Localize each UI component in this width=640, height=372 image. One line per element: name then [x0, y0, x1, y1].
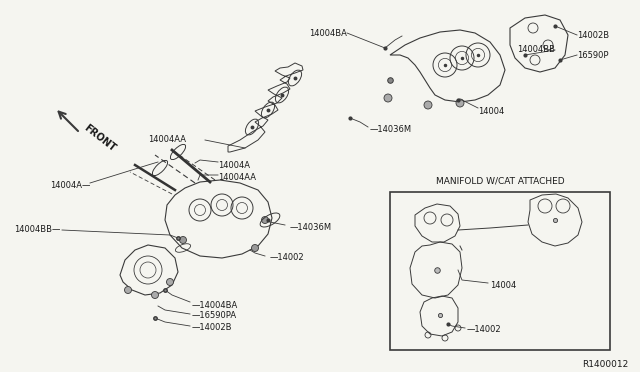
Text: 14004A: 14004A [218, 160, 250, 170]
Text: 14004: 14004 [478, 108, 504, 116]
Circle shape [252, 244, 259, 251]
Text: 14004BA: 14004BA [309, 29, 347, 38]
Text: —16590PA: —16590PA [192, 311, 237, 321]
Circle shape [152, 292, 159, 298]
Circle shape [179, 237, 186, 244]
Circle shape [125, 286, 131, 294]
Text: 14004BB: 14004BB [517, 45, 555, 55]
Circle shape [424, 101, 432, 109]
Circle shape [166, 279, 173, 285]
Text: —14036M: —14036M [370, 125, 412, 135]
Text: —14002: —14002 [467, 326, 502, 334]
Text: 14004AA: 14004AA [148, 135, 186, 144]
Text: 14004: 14004 [490, 280, 516, 289]
Text: 14004A—: 14004A— [50, 180, 90, 189]
Text: R1400012: R1400012 [582, 360, 628, 369]
Circle shape [384, 94, 392, 102]
Text: MANIFOLD W/CAT ATTACHED: MANIFOLD W/CAT ATTACHED [436, 177, 564, 186]
Text: 14004BB—: 14004BB— [13, 225, 60, 234]
Text: 16590P: 16590P [577, 51, 609, 60]
Text: 14004AA: 14004AA [218, 173, 256, 183]
Text: 14002B: 14002B [577, 31, 609, 39]
Circle shape [262, 217, 269, 224]
Text: —14002: —14002 [270, 253, 305, 263]
Text: —14036M: —14036M [290, 224, 332, 232]
Text: —14002B: —14002B [192, 324, 232, 333]
Circle shape [456, 99, 464, 107]
Text: —14004BA: —14004BA [192, 301, 238, 310]
Text: FRONT: FRONT [82, 123, 118, 153]
Bar [390, 192, 610, 350]
